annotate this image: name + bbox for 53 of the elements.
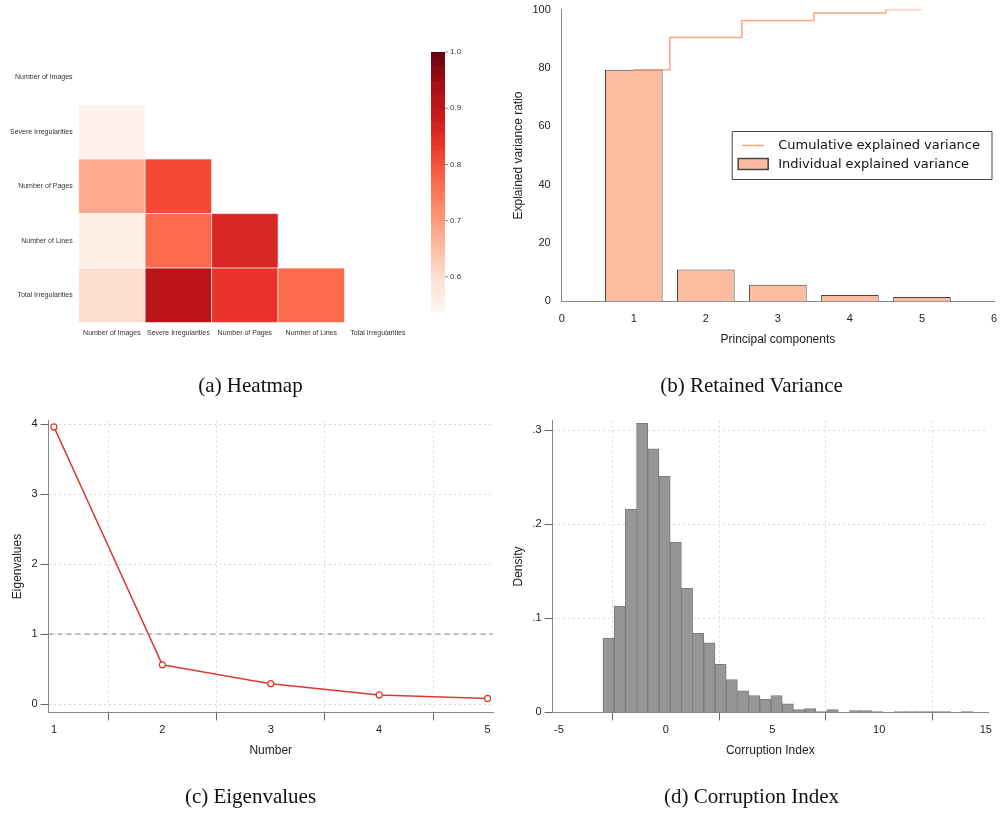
color-bar-label: 0.8 [450,159,462,169]
x-tick-label: 2 [159,723,166,736]
y-tick-label: 1 [31,627,38,640]
y-axis-title: Density [510,546,525,587]
x-tick-label: 3 [267,723,274,736]
y-tick-label: .2 [532,517,542,530]
x-tick-label: 3 [774,312,781,325]
point [50,423,58,431]
y-tick-label: 20 [538,236,551,249]
point [375,691,383,699]
legend-label: Individual explained variance [778,155,970,171]
y-tick-label: 80 [538,60,551,73]
x-tick-label: 1 [630,312,637,325]
x-tick-label: 15 [979,723,992,736]
x-tick-label: 10 [873,723,886,736]
y-axis-title: Eigenvalues [9,533,24,600]
text: (c) Eigenvalues [183,784,318,809]
x-tick-label: 2 [702,312,709,325]
y-tick-label: 0 [535,705,542,718]
point [483,694,492,703]
x-tick-label: 4 [376,723,383,736]
x-tick-label: 5 [918,312,926,325]
point [267,680,275,688]
y-tick-label: .3 [532,423,542,436]
legend-label: Cumulative explained variance [778,136,980,152]
x-tick-label: -5 [554,723,564,736]
y-tick-label: 100 [532,2,551,15]
point [158,661,166,669]
y-tick-label: 60 [538,119,551,132]
color-bar-label: 0.6 [450,272,462,282]
y-tick-label: 4 [31,417,38,430]
x-tick-label: 6 [990,312,998,325]
color-bar-label: 0.7 [450,215,462,225]
y-tick-label: 0 [544,294,551,307]
x-tick-label: 0 [662,723,669,736]
text: (b) Retained Variance [659,373,844,398]
text: (a) Heatmap [197,373,304,398]
x-axis-title: Corruption Index [725,743,815,758]
y-tick-label: 2 [31,557,38,570]
color-bar-label: 0.9 [450,103,462,113]
x-tick-label: 5 [769,723,776,736]
x-axis-title: Number [249,743,293,758]
y-tick-label: 3 [31,487,38,500]
y-axis-title: Explained variance ratio [510,91,525,220]
x-axis-title: Principal components [720,332,836,347]
x-tick-label: 5 [484,723,491,736]
y-tick-label: 0 [31,697,38,710]
x-tick-label: 0 [558,312,565,325]
text: (d) Corruption Index [663,784,840,809]
y-tick-label: .1 [532,611,542,624]
x-tick-label: 4 [846,312,853,325]
y-tick-label: 40 [538,177,551,190]
color-bar-label: 1.0 [450,47,462,57]
